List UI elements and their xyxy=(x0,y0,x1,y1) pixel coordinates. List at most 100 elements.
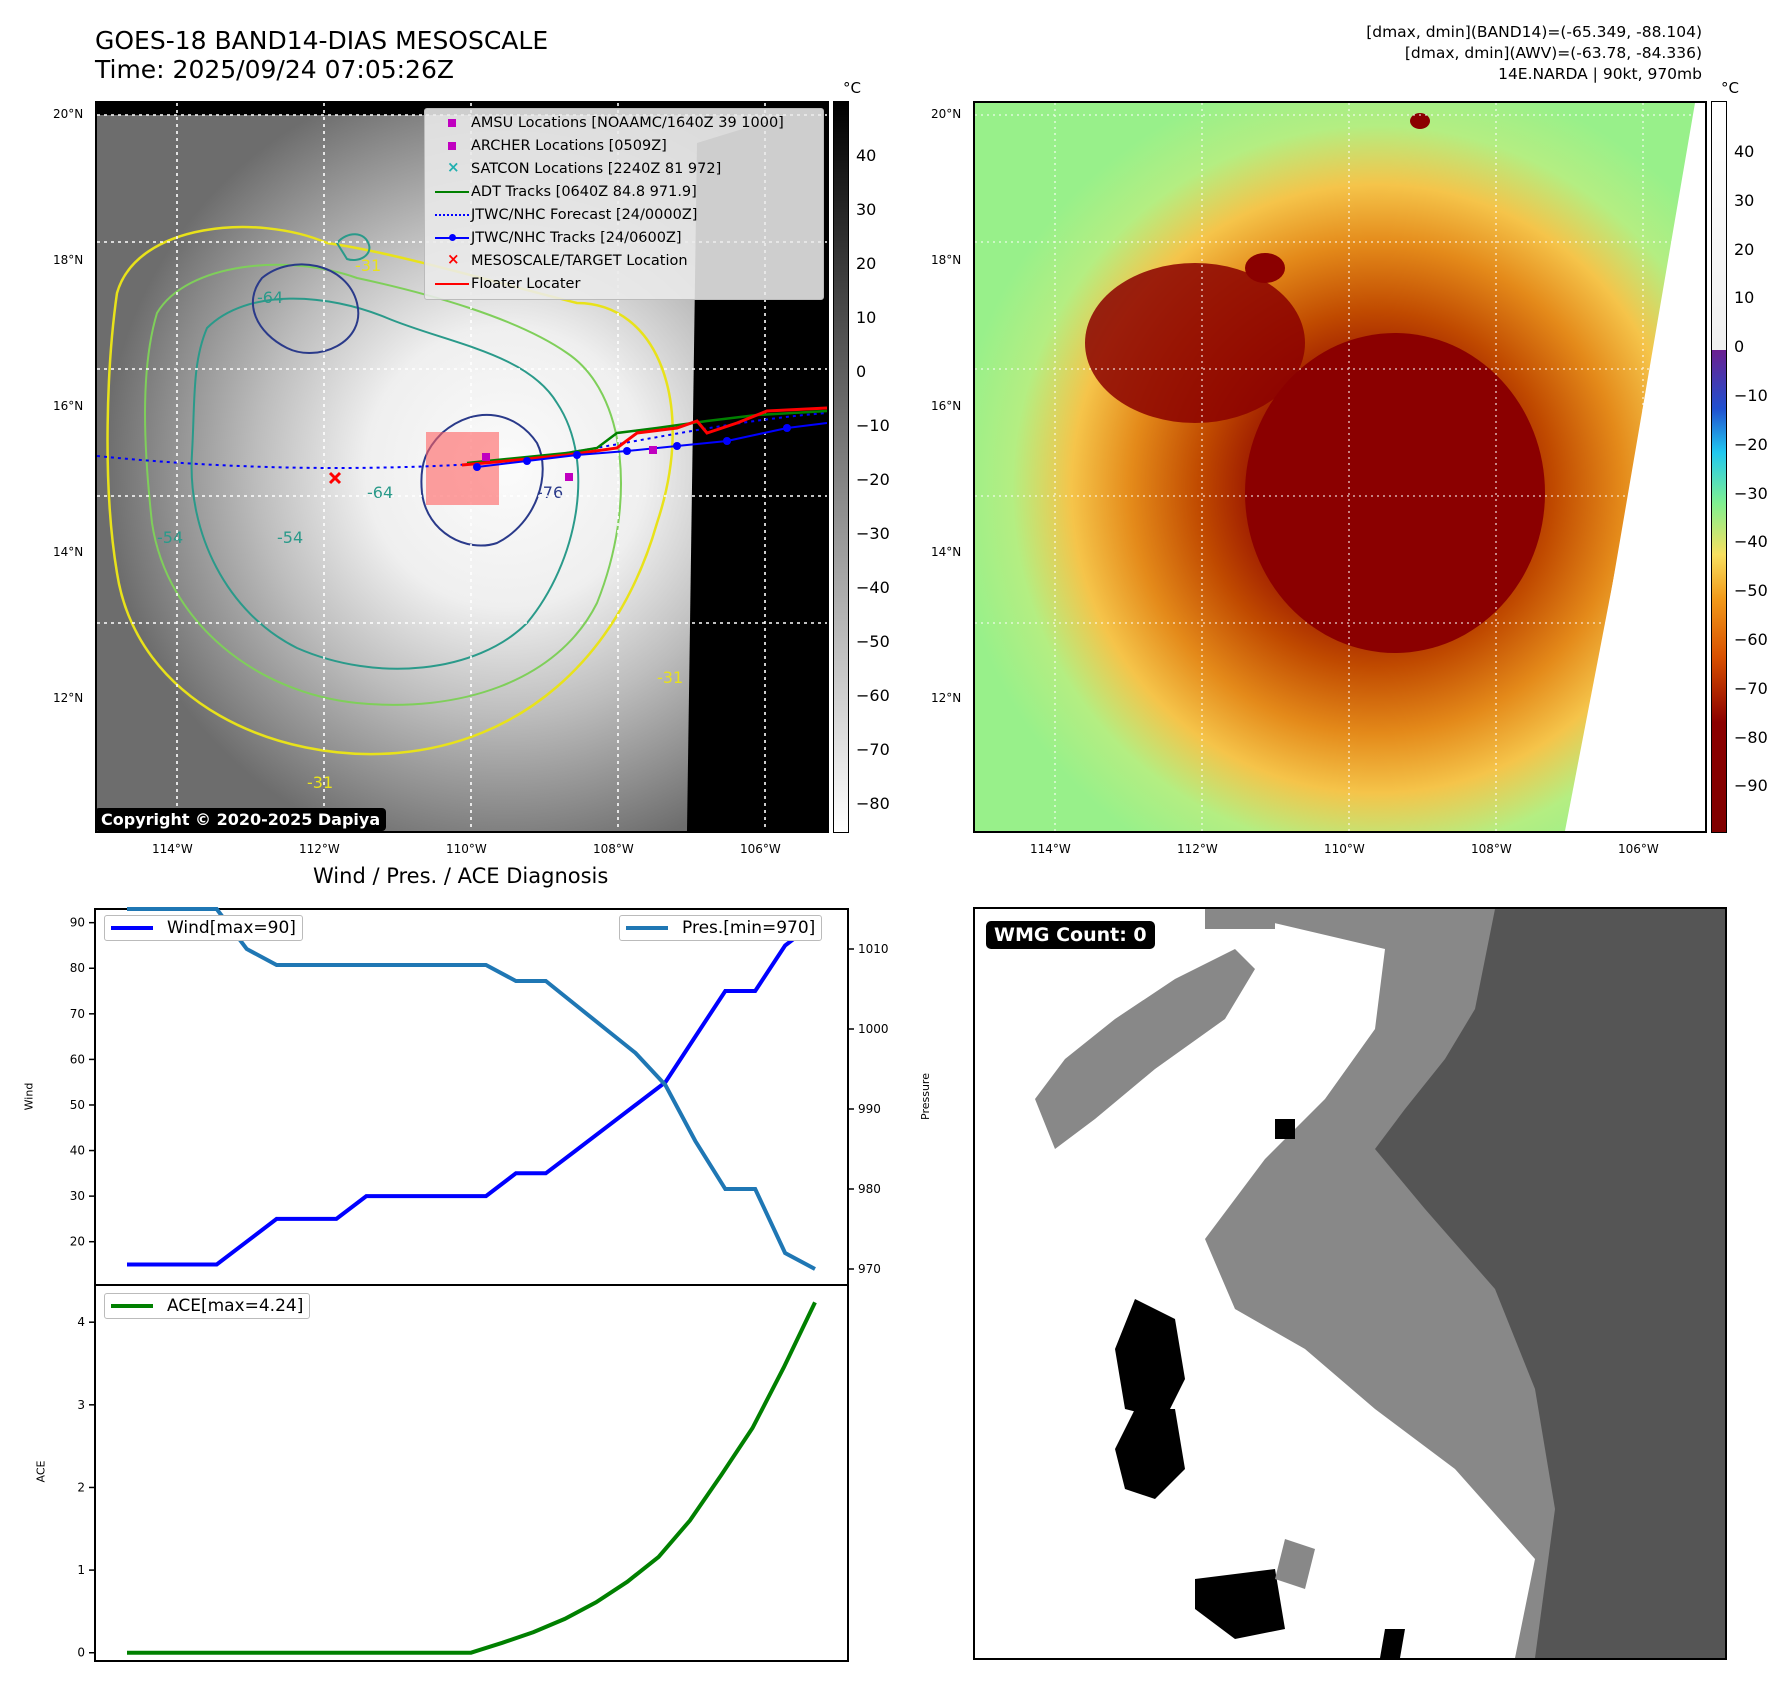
colorbar-enhanced xyxy=(1711,101,1727,833)
lon-label: 112°W xyxy=(299,842,340,856)
contour-label: -54 xyxy=(157,528,183,547)
wmg-count-badge: WMG Count: 0 xyxy=(986,921,1155,949)
axis-tick-label: 1 xyxy=(77,1563,85,1577)
adt-track xyxy=(466,409,827,465)
legend-archer: ARCHER Locations [0509Z] xyxy=(433,135,667,157)
colorbar-tick-label: −50 xyxy=(856,632,890,651)
cbar2-unit: °C xyxy=(1721,79,1739,97)
line-icon xyxy=(626,926,668,930)
axis-tick-label: 60 xyxy=(70,1052,85,1066)
legend-mesoscale: × MESOSCALE/TARGET Location xyxy=(447,250,688,269)
legend-forecast: JTWC/NHC Forecast [24/0000Z] xyxy=(433,204,697,226)
axis-tick-label: 80 xyxy=(70,961,85,975)
color-map-image xyxy=(975,103,1705,831)
diagnosis-title: Wind / Pres. / ACE Diagnosis xyxy=(313,864,609,888)
colorbar-tick-label: 40 xyxy=(1734,142,1755,161)
info-line-1: [dmax, dmin](BAND14)=(-65.349, -88.104) xyxy=(1366,23,1702,41)
legend-adt: ADT Tracks [0640Z 84.8 971.9] xyxy=(433,181,697,203)
colorbar-tick-label: −20 xyxy=(1734,434,1768,454)
colorbar-tick-label: −30 xyxy=(856,524,890,543)
colorbar-tick-label: −60 xyxy=(1734,630,1768,649)
colorbar-tick-label: −60 xyxy=(856,686,890,705)
ace-legend: ACE[max=4.24] xyxy=(104,1293,311,1319)
colorbar-tick-label: −10 xyxy=(1734,386,1768,405)
lat-label: 16°N xyxy=(53,399,84,413)
lat-label: 20°N xyxy=(53,107,84,121)
colorbar-tick-label: −80 xyxy=(856,794,890,813)
axis-tick-label: 0 xyxy=(77,1646,85,1660)
legend-jtwc-tracks: JTWC/NHC Tracks [24/0600Z] xyxy=(433,227,682,249)
amsu-archer-markers xyxy=(482,446,657,481)
colorbar-tick-label: 20 xyxy=(856,254,877,273)
wmg-panel xyxy=(973,907,1727,1660)
axis-tick-label: 20 xyxy=(70,1235,85,1249)
square-icon xyxy=(448,142,456,150)
mesoscale-target-box xyxy=(426,432,499,505)
lon-label: 106°W xyxy=(1618,842,1659,856)
lat-label: 18°N xyxy=(931,253,962,267)
lat-label: 14°N xyxy=(53,545,84,559)
contour-label: -54 xyxy=(277,528,303,547)
line-icon xyxy=(111,1304,153,1308)
axis-tick-label: 40 xyxy=(70,1144,85,1158)
colorbar-tick-label: −10 xyxy=(856,416,890,435)
square-icon xyxy=(448,119,456,127)
axis-tick-label: 1000 xyxy=(858,1022,889,1036)
lat-label: 20°N xyxy=(931,107,962,121)
colorbar-tick-label: 30 xyxy=(856,200,877,219)
lon-label: 114°W xyxy=(1030,842,1071,856)
lat-label: 16°N xyxy=(931,399,962,413)
legend-floater: Floater Locater xyxy=(433,273,580,295)
jtwc-track-points xyxy=(473,424,791,471)
colorbar-tick-label: −20 xyxy=(856,470,890,489)
axis-tick-label: 970 xyxy=(858,1262,881,1276)
color-map-panel xyxy=(973,101,1707,833)
ace-series-line xyxy=(127,1301,817,1655)
contour-label: -76 xyxy=(537,483,563,502)
legend-satcon: × SATCON Locations [2240Z 81 972] xyxy=(447,158,722,177)
contour-label: -31 xyxy=(657,668,683,687)
axis-tick-label: 1010 xyxy=(858,942,889,956)
lon-label: 112°W xyxy=(1177,842,1218,856)
axis-tick-label: 2 xyxy=(77,1480,85,1494)
contour-label: -31 xyxy=(355,256,381,275)
axis-tick-label: 990 xyxy=(858,1102,881,1116)
colorbar-tick-label: −70 xyxy=(856,740,890,759)
copyright-badge: Copyright © 2020-2025 Dapiya xyxy=(95,808,387,831)
mesoscale-target-marker xyxy=(328,471,342,485)
lon-label: 108°W xyxy=(1471,842,1512,856)
wind-legend: Wind[max=90] xyxy=(104,915,303,941)
colorbar-tick-label: 30 xyxy=(1734,190,1755,210)
axis-tick-label: 70 xyxy=(70,1007,85,1021)
lon-label: 110°W xyxy=(1324,842,1365,856)
lat-label: 14°N xyxy=(931,545,962,559)
colorbar-tick-label: −40 xyxy=(1734,532,1768,552)
colorbar-tick-label: −90 xyxy=(1734,776,1768,796)
colorbar-tick-label: 20 xyxy=(1734,239,1755,259)
legend-amsu: AMSU Locations [NOAAMC/1640Z 39 1000] xyxy=(433,112,784,134)
cbar1-unit: °C xyxy=(843,79,861,97)
axis-tick-label: 3 xyxy=(77,1398,85,1412)
lon-label: 110°W xyxy=(446,842,487,856)
colorbar-tick-label: −30 xyxy=(1734,483,1768,503)
line-icon xyxy=(111,926,153,930)
lon-label: 108°W xyxy=(593,842,634,856)
colorbar-grayscale xyxy=(833,101,849,833)
colorbar-tick-label: 10 xyxy=(856,308,877,327)
x-icon: × xyxy=(447,250,460,268)
contour-label: -31 xyxy=(307,773,333,792)
colorbar-tick-label: −40 xyxy=(856,578,890,597)
axis-tick-label: 50 xyxy=(70,1098,85,1112)
line-icon xyxy=(435,191,469,193)
map-legend: AMSU Locations [NOAAMC/1640Z 39 1000] AR… xyxy=(424,108,824,300)
pressure-series-line xyxy=(127,907,816,1271)
pres-legend: Pres.[min=970] xyxy=(619,915,823,941)
figure-title: GOES-18 BAND14-DIAS MESOSCALE Time: 2025… xyxy=(95,26,548,84)
wmg-image xyxy=(1035,909,1725,1658)
colorbar-tick-label: −70 xyxy=(1734,678,1768,698)
axis-tick-label: 30 xyxy=(70,1189,85,1203)
storm-info: [dmax, dmin](BAND14)=(-65.349, -88.104) … xyxy=(1366,22,1702,85)
lat-label: 12°N xyxy=(931,691,962,705)
lat-label: 18°N xyxy=(53,253,84,267)
info-line-2: [dmax, dmin](AWV)=(-63.78, -84.336) xyxy=(1404,44,1702,62)
